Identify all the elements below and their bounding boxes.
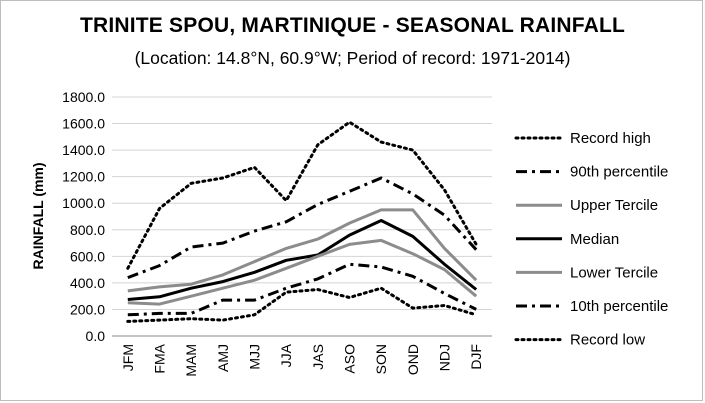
x-tick-label: SON xyxy=(373,344,389,374)
x-tick-label: JFM xyxy=(120,344,136,371)
legend-label: 90th percentile xyxy=(570,164,668,181)
series-line-lower-tercile xyxy=(127,238,478,306)
y-tick-label: 1200.0 xyxy=(62,169,105,185)
legend-label: Lower Tercile xyxy=(570,264,658,281)
series-line-90th-percentile xyxy=(127,176,478,280)
x-tick-label: MJJ xyxy=(247,344,263,370)
y-axis-ticks: 0.0 200.0 400.0 600.0 800.0 1000.0 1200.0 1400.… xyxy=(62,89,105,344)
x-tick-label: JAS xyxy=(310,344,326,370)
y-tick-label: 1600.0 xyxy=(62,116,105,132)
x-tick-label: FMA xyxy=(152,343,168,373)
series-line-10th-percentile xyxy=(127,262,477,317)
legend-label: Upper Tercile xyxy=(570,197,658,214)
x-tick-label: JJA xyxy=(278,343,294,367)
y-tick-label: 1400.0 xyxy=(62,142,105,158)
x-tick-label: ASO xyxy=(342,344,358,374)
x-tick-label: DJF xyxy=(468,344,484,370)
x-tick-label: OND xyxy=(405,344,421,375)
series-line-median xyxy=(127,219,478,301)
x-tick-label: MAM xyxy=(183,344,199,377)
y-tick-label: 1000.0 xyxy=(62,195,105,211)
legend-label: Record high xyxy=(570,130,651,147)
chart-subtitle: (Location: 14.8°N, 60.9°W; Period of rec… xyxy=(134,48,571,68)
legend-label: Record low xyxy=(570,332,645,349)
series-line-record-high xyxy=(126,120,478,270)
legend-label: 10th percentile xyxy=(570,298,668,315)
y-tick-label: 0.0 xyxy=(86,328,106,344)
x-tick-label: AMJ xyxy=(215,344,231,372)
x-tick-label: NDJ xyxy=(437,344,453,371)
series-line-upper-tercile xyxy=(127,208,478,293)
series-lines xyxy=(126,120,478,323)
gridlines xyxy=(112,96,492,337)
x-axis-ticks: JFM FMA MAM AMJ MJJ JJA JAS ASO SON OND NDJ DJF xyxy=(120,343,484,376)
chart-title: TRINITE SPOU, MARTINIQUE - SEASONAL RAIN… xyxy=(79,14,626,37)
legend: Record high 90th percentile Upper Tercile M… xyxy=(514,130,668,349)
series-line-record-low xyxy=(126,286,478,323)
y-tick-label: 800.0 xyxy=(70,222,105,238)
y-tick-label: 200.0 xyxy=(70,301,105,317)
y-tick-label: 400.0 xyxy=(70,275,105,291)
y-axis-label: RAINFALL (mm) xyxy=(30,162,46,269)
legend-label: Median xyxy=(570,231,619,248)
y-tick-label: 1800.0 xyxy=(62,89,105,105)
y-tick-label: 600.0 xyxy=(70,248,105,264)
